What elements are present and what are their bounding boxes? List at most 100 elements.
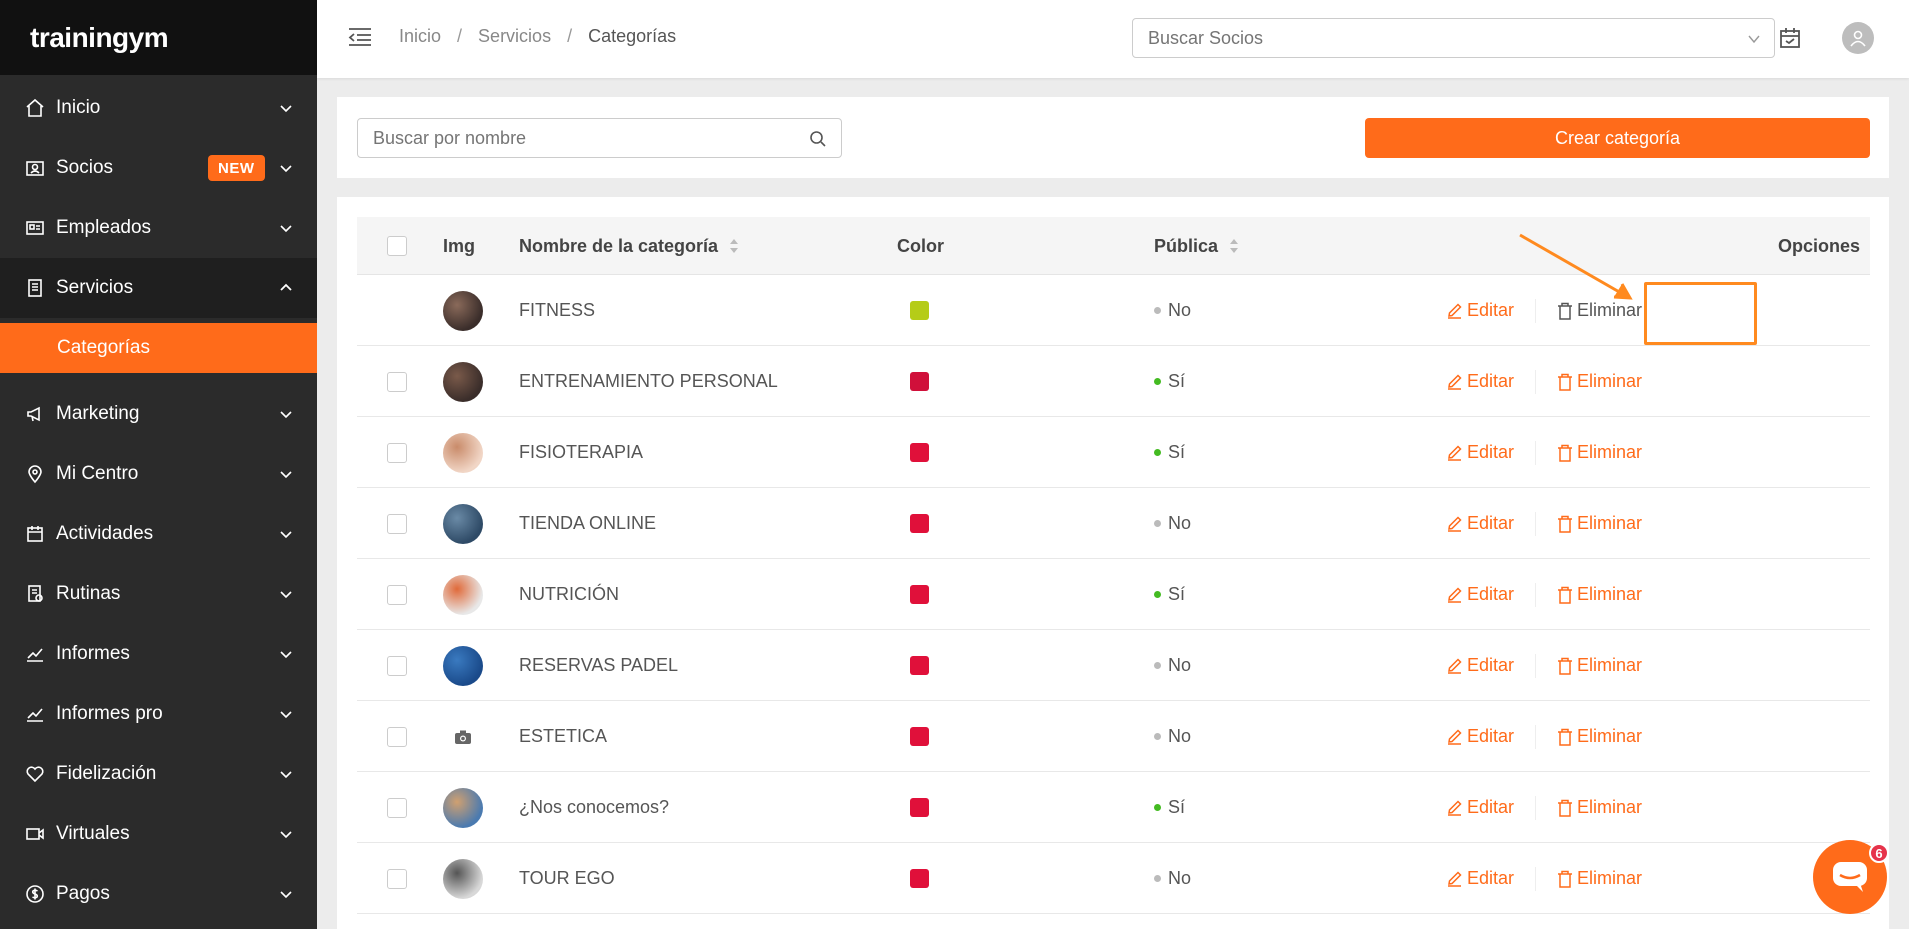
- sidebar-item-pagos[interactable]: Pagos: [0, 864, 317, 924]
- row-checkbox[interactable]: [387, 797, 407, 818]
- sidebar-item-actividades[interactable]: Actividades: [0, 504, 317, 564]
- pencil-icon: [1448, 303, 1462, 319]
- delete-button[interactable]: Eliminar: [1557, 843, 1642, 914]
- category-image: [443, 503, 483, 544]
- edit-button[interactable]: Editar: [1446, 346, 1514, 417]
- row-checkbox[interactable]: [387, 584, 407, 605]
- table-row: ¿Nos conocemos? Sí Editar Eliminar: [357, 772, 1870, 843]
- edit-label: Editar: [1467, 797, 1515, 817]
- sidebar-item-servicios[interactable]: Servicios: [0, 258, 317, 318]
- delete-button[interactable]: Eliminar: [1557, 559, 1642, 630]
- search-input[interactable]: [358, 119, 841, 157]
- edit-label: Editar: [1467, 584, 1515, 604]
- sidebar-item-fidelizacion[interactable]: Fidelización: [0, 744, 317, 804]
- menu-toggle-icon[interactable]: [347, 25, 373, 49]
- user-avatar[interactable]: [1842, 22, 1874, 54]
- column-img: Img: [443, 235, 476, 256]
- create-category-button[interactable]: Crear categoría: [1365, 118, 1870, 158]
- breadcrumb-separator: /: [567, 26, 573, 46]
- breadcrumb-inicio[interactable]: Inicio: [399, 26, 442, 46]
- row-checkbox[interactable]: [387, 655, 407, 676]
- member-search-input[interactable]: [1133, 19, 1774, 57]
- edit-label: Editar: [1467, 726, 1515, 746]
- edit-button[interactable]: Editar: [1446, 630, 1514, 701]
- brand-logo[interactable]: trainingym: [0, 0, 317, 75]
- sidebar-item-virtuales[interactable]: Virtuales: [0, 804, 317, 864]
- sidebar-item-rutinas[interactable]: Rutinas: [0, 564, 317, 624]
- public-status: Sí: [1168, 442, 1186, 462]
- edit-button[interactable]: Editar: [1446, 417, 1514, 488]
- name-search[interactable]: [357, 118, 842, 158]
- category-image: [443, 432, 483, 473]
- chevron-down-icon: [1748, 35, 1760, 44]
- table-header: Img Nombre de la categoría Color Pública…: [357, 217, 1870, 275]
- delete-button[interactable]: Eliminar: [1557, 772, 1642, 843]
- edit-label: Editar: [1467, 300, 1515, 320]
- search-icon[interactable]: [809, 130, 827, 148]
- trash-icon: [1558, 444, 1572, 462]
- sidebar-item-mi-centro[interactable]: Mi Centro: [0, 444, 317, 504]
- sidebar-item-marketing[interactable]: Marketing: [0, 384, 317, 444]
- row-checkbox[interactable]: [387, 371, 407, 392]
- edit-label: Editar: [1467, 371, 1515, 391]
- megaphone-icon: [24, 403, 46, 425]
- column-name[interactable]: Nombre de la categoría: [519, 217, 740, 275]
- member-search-select[interactable]: [1132, 18, 1775, 58]
- row-checkbox[interactable]: [387, 726, 407, 747]
- delete-button[interactable]: Eliminar: [1557, 417, 1642, 488]
- edit-button[interactable]: Editar: [1446, 275, 1514, 346]
- sidebar-item-label: Actividades: [56, 523, 154, 544]
- public-status: No: [1168, 300, 1192, 320]
- sidebar-item-socios[interactable]: Socios NEW: [0, 138, 317, 198]
- column-color: Color: [897, 235, 944, 256]
- select-all-checkbox[interactable]: [387, 236, 407, 256]
- delete-label: Eliminar: [1577, 584, 1643, 604]
- status-dot: [1154, 378, 1161, 385]
- calendar-icon[interactable]: [1777, 25, 1803, 51]
- chart-line-icon: [24, 643, 46, 665]
- sidebar-item-label: Fidelización: [56, 763, 157, 784]
- delete-label: Eliminar: [1577, 371, 1643, 391]
- status-dot: [1154, 449, 1161, 456]
- sidebar-item-inicio[interactable]: Inicio: [0, 78, 317, 138]
- delete-button[interactable]: Eliminar: [1557, 701, 1642, 772]
- delete-button[interactable]: Eliminar: [1557, 488, 1642, 559]
- table-row: ESTETICA No Editar Eliminar: [357, 701, 1870, 772]
- breadcrumb-servicios[interactable]: Servicios: [478, 26, 552, 46]
- sidebar: trainingym Inicio Socios NEW Empleados S…: [0, 0, 317, 929]
- color-swatch: [910, 585, 929, 604]
- status-dot: [1154, 591, 1161, 598]
- sidebar-item-label: Inicio: [56, 97, 101, 118]
- delete-label: Eliminar: [1577, 797, 1643, 817]
- pencil-icon: [1448, 445, 1462, 461]
- row-checkbox[interactable]: [387, 868, 407, 889]
- pencil-icon: [1448, 729, 1462, 745]
- trash-icon: [1558, 302, 1572, 320]
- sidebar-item-empleados[interactable]: Empleados: [0, 198, 317, 258]
- row-checkbox[interactable]: [387, 442, 407, 463]
- category-name: TIENDA ONLINE: [519, 513, 657, 533]
- sort-icon[interactable]: [1228, 237, 1240, 255]
- edit-button[interactable]: Editar: [1446, 772, 1514, 843]
- chevron-down-icon: [280, 891, 292, 899]
- sidebar-item-informes[interactable]: Informes: [0, 624, 317, 684]
- delete-button[interactable]: Eliminar: [1557, 346, 1642, 417]
- categories-table: Img Nombre de la categoría Color Pública…: [337, 197, 1889, 929]
- row-checkbox[interactable]: [387, 513, 407, 534]
- delete-button[interactable]: Eliminar: [1557, 275, 1642, 346]
- location-pin-icon: [24, 463, 46, 485]
- color-swatch: [910, 514, 929, 533]
- delete-button[interactable]: Eliminar: [1557, 630, 1642, 701]
- pencil-icon: [1448, 516, 1462, 532]
- sort-icon[interactable]: [728, 237, 740, 255]
- edit-label: Editar: [1467, 655, 1515, 675]
- sidebar-subitem-categorias[interactable]: Categorías: [0, 323, 317, 373]
- sidebar-item-informes-pro[interactable]: Informes pro: [0, 684, 317, 744]
- edit-button[interactable]: Editar: [1446, 559, 1514, 630]
- column-public[interactable]: Pública: [1154, 217, 1240, 275]
- edit-button[interactable]: Editar: [1446, 701, 1514, 772]
- edit-button[interactable]: Editar: [1446, 843, 1514, 914]
- edit-button[interactable]: Editar: [1446, 488, 1514, 559]
- filter-panel: Crear categoría: [337, 97, 1889, 178]
- chat-notification-badge: 6: [1869, 843, 1889, 863]
